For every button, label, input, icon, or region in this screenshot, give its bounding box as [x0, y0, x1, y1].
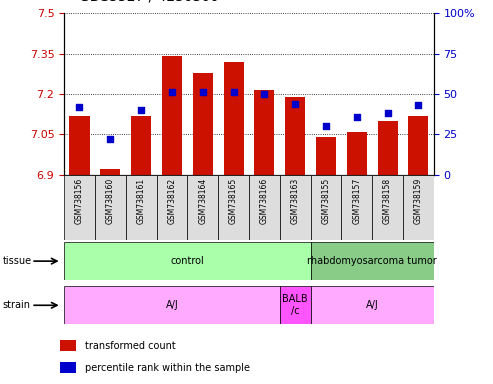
Text: GSM738161: GSM738161: [137, 178, 145, 224]
Bar: [60, 362, 76, 373]
Bar: [408, 116, 428, 175]
Point: [384, 110, 391, 116]
Bar: [280, 175, 311, 240]
Text: GSM738162: GSM738162: [168, 178, 176, 224]
Bar: [70, 116, 90, 175]
Bar: [131, 116, 151, 175]
Text: GSM738166: GSM738166: [260, 178, 269, 224]
Bar: [157, 175, 187, 240]
Text: GSM738156: GSM738156: [75, 178, 84, 224]
Bar: [64, 175, 95, 240]
Bar: [316, 137, 336, 175]
Point: [260, 91, 268, 97]
Text: GSM738159: GSM738159: [414, 178, 423, 224]
Point: [168, 89, 176, 96]
Text: BALB
/c: BALB /c: [282, 295, 308, 316]
Bar: [311, 242, 434, 280]
Point: [137, 107, 145, 113]
Text: A/J: A/J: [166, 300, 178, 310]
Text: GSM738155: GSM738155: [321, 178, 330, 224]
Text: A/J: A/J: [366, 300, 379, 310]
Text: rhabdomyosarcoma tumor: rhabdomyosarcoma tumor: [307, 256, 437, 266]
Text: strain: strain: [2, 300, 31, 310]
Point: [415, 102, 423, 108]
Point: [322, 123, 330, 129]
Bar: [347, 132, 367, 175]
Text: control: control: [171, 256, 204, 266]
Point: [353, 114, 361, 120]
Text: GSM738158: GSM738158: [383, 178, 392, 224]
Bar: [403, 175, 434, 240]
Bar: [311, 286, 434, 324]
Point: [291, 101, 299, 107]
Bar: [249, 175, 280, 240]
Point: [230, 89, 238, 96]
Bar: [285, 97, 305, 175]
Bar: [372, 175, 403, 240]
Point: [75, 104, 83, 110]
Bar: [64, 286, 280, 324]
Text: GSM738160: GSM738160: [106, 178, 115, 224]
Bar: [254, 90, 275, 175]
Bar: [162, 56, 182, 175]
Text: GSM738165: GSM738165: [229, 178, 238, 224]
Text: transformed count: transformed count: [85, 341, 176, 351]
Point: [106, 136, 114, 142]
Text: tissue: tissue: [2, 256, 32, 266]
Bar: [341, 175, 372, 240]
Bar: [378, 121, 398, 175]
Text: percentile rank within the sample: percentile rank within the sample: [85, 363, 249, 373]
Bar: [311, 175, 341, 240]
Bar: [126, 175, 157, 240]
Bar: [223, 62, 244, 175]
Bar: [60, 340, 76, 351]
Text: GDS5527 / 4230300: GDS5527 / 4230300: [79, 0, 219, 4]
Bar: [193, 73, 213, 175]
Bar: [95, 175, 126, 240]
Text: GSM738157: GSM738157: [352, 178, 361, 224]
Bar: [218, 175, 249, 240]
Bar: [64, 242, 311, 280]
Bar: [280, 286, 311, 324]
Bar: [187, 175, 218, 240]
Point: [199, 89, 207, 96]
Bar: [100, 169, 120, 175]
Text: GSM738163: GSM738163: [291, 178, 300, 224]
Text: GSM738164: GSM738164: [198, 178, 207, 224]
